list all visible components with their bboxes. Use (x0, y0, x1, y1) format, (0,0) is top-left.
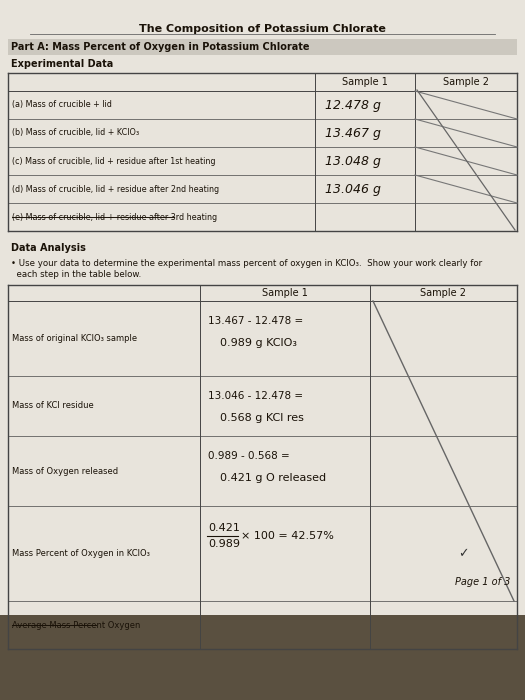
Text: Page 1 of 3: Page 1 of 3 (455, 577, 510, 587)
Text: 0.989 g KClO₃: 0.989 g KClO₃ (220, 338, 297, 348)
Text: Experimental Data: Experimental Data (11, 59, 113, 69)
Text: each step in the table below.: each step in the table below. (11, 270, 141, 279)
Text: ✓: ✓ (458, 547, 469, 560)
Text: (b) Mass of crucible, lid + KClO₃: (b) Mass of crucible, lid + KClO₃ (12, 129, 139, 137)
Text: Mass of Oxygen released: Mass of Oxygen released (12, 466, 118, 475)
Text: 13.467 - 12.478 =: 13.467 - 12.478 = (208, 316, 303, 326)
Text: 0.421: 0.421 (208, 523, 240, 533)
Bar (0, 0, 525, 615)
Text: Sample 2: Sample 2 (443, 77, 489, 87)
Text: 0.989: 0.989 (208, 539, 240, 549)
Text: Sample 2: Sample 2 (421, 288, 467, 298)
Text: 0.989 - 0.568 =: 0.989 - 0.568 = (208, 451, 290, 461)
Text: Mass of KCl residue: Mass of KCl residue (12, 402, 94, 410)
Text: Part A: Mass Percent of Oxygen in Potassium Chlorate: Part A: Mass Percent of Oxygen in Potass… (11, 42, 310, 52)
Text: Sample 1: Sample 1 (342, 77, 388, 87)
Text: 13.048 g: 13.048 g (325, 155, 381, 167)
Text: (e) Mass of crucible, lid + residue after 3rd heating: (e) Mass of crucible, lid + residue afte… (12, 213, 217, 221)
Text: 0.568 g KCl res: 0.568 g KCl res (220, 413, 304, 423)
Bar (0, 615, 525, 700)
Text: Average Mass Percent Oxygen: Average Mass Percent Oxygen (12, 620, 140, 629)
Text: (d) Mass of crucible, lid + residue after 2nd heating: (d) Mass of crucible, lid + residue afte… (12, 185, 219, 193)
Text: Mass Percent of Oxygen in KClO₃: Mass Percent of Oxygen in KClO₃ (12, 549, 150, 558)
Text: 13.467 g: 13.467 g (325, 127, 381, 139)
Text: 13.046 g: 13.046 g (325, 183, 381, 195)
Text: (a) Mass of crucible + lid: (a) Mass of crucible + lid (12, 101, 112, 109)
Text: Mass of original KClO₃ sample: Mass of original KClO₃ sample (12, 334, 137, 343)
Text: × 100 = 42.57%: × 100 = 42.57% (241, 531, 334, 541)
Text: 0.421 g O released: 0.421 g O released (220, 473, 326, 483)
Text: 13.046 - 12.478 =: 13.046 - 12.478 = (208, 391, 303, 401)
Text: (c) Mass of crucible, lid + residue after 1st heating: (c) Mass of crucible, lid + residue afte… (12, 157, 215, 165)
Text: The Composition of Potassium Chlorate: The Composition of Potassium Chlorate (139, 24, 385, 34)
Text: Data Analysis: Data Analysis (11, 243, 86, 253)
Text: 12.478 g: 12.478 g (325, 99, 381, 111)
Text: Sample 1: Sample 1 (262, 288, 308, 298)
Text: • Use your data to determine the experimental mass percent of oxygen in KClO₃.  : • Use your data to determine the experim… (11, 259, 482, 268)
Bar (8, 39, 517, 55)
